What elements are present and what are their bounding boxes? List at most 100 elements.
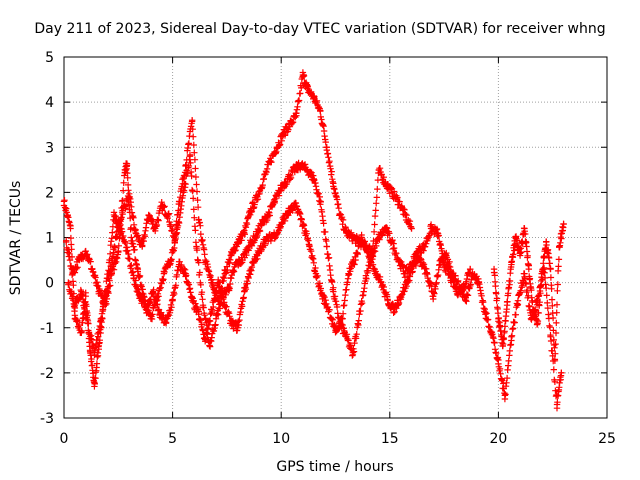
data-point bbox=[310, 94, 317, 101]
data-point bbox=[456, 283, 463, 291]
data-point bbox=[245, 243, 252, 250]
data-point bbox=[349, 351, 357, 359]
data-point bbox=[421, 243, 428, 250]
data-point bbox=[408, 225, 415, 232]
data-point bbox=[97, 315, 105, 322]
data-point bbox=[91, 383, 98, 390]
data-point bbox=[514, 297, 522, 304]
data-point bbox=[534, 320, 541, 327]
data-point bbox=[560, 220, 567, 228]
data-point bbox=[401, 270, 409, 277]
marker-path-track-a bbox=[60, 69, 415, 388]
data-point bbox=[338, 315, 346, 322]
data-point bbox=[156, 311, 163, 318]
data-point bbox=[286, 207, 294, 214]
data-point bbox=[158, 202, 165, 210]
series-track-d bbox=[490, 220, 567, 364]
data-point bbox=[95, 288, 102, 295]
data-point bbox=[449, 270, 456, 277]
data-point bbox=[71, 301, 79, 309]
data-point bbox=[434, 229, 441, 237]
data-point bbox=[117, 225, 124, 232]
data-point bbox=[95, 342, 102, 349]
data-point bbox=[417, 256, 424, 264]
data-markers bbox=[60, 69, 567, 412]
data-point bbox=[508, 333, 515, 340]
x-tick-label: 20 bbox=[489, 431, 507, 447]
data-point bbox=[65, 279, 72, 286]
data-point bbox=[136, 292, 144, 300]
data-point bbox=[343, 229, 350, 237]
data-point bbox=[130, 274, 137, 282]
data-point bbox=[199, 301, 207, 309]
chart-title: Day 211 of 2023, Sidereal Day-to-day VTE… bbox=[34, 21, 605, 37]
data-point bbox=[306, 243, 313, 250]
data-point bbox=[186, 153, 194, 160]
data-point bbox=[553, 401, 561, 408]
data-point bbox=[89, 265, 96, 273]
data-point bbox=[488, 329, 496, 336]
y-tick-label: 2 bbox=[45, 185, 54, 201]
data-point bbox=[529, 306, 537, 313]
data-point bbox=[149, 288, 157, 295]
data-point bbox=[91, 351, 98, 359]
data-point bbox=[138, 243, 146, 250]
data-point bbox=[147, 315, 155, 322]
data-point bbox=[423, 270, 430, 277]
data-point bbox=[121, 166, 129, 174]
data-point bbox=[280, 130, 287, 137]
data-point bbox=[134, 265, 142, 273]
data-point bbox=[182, 270, 189, 277]
data-point bbox=[499, 342, 506, 349]
data-point bbox=[390, 306, 398, 313]
data-point bbox=[208, 279, 215, 286]
data-point bbox=[516, 252, 524, 259]
data-point bbox=[427, 225, 435, 232]
data-point bbox=[215, 279, 222, 286]
data-point bbox=[188, 297, 196, 304]
data-point bbox=[332, 329, 339, 336]
data-point bbox=[312, 270, 320, 277]
data-point bbox=[232, 261, 239, 268]
data-point bbox=[247, 265, 254, 273]
x-tick-label: 5 bbox=[168, 431, 177, 447]
data-point bbox=[558, 369, 565, 377]
data-point bbox=[201, 338, 209, 345]
marker-path-track-c bbox=[65, 199, 565, 412]
data-point bbox=[375, 234, 383, 241]
data-point bbox=[323, 144, 331, 151]
data-point bbox=[317, 107, 324, 115]
data-point bbox=[403, 279, 411, 286]
data-point bbox=[145, 211, 152, 219]
data-point bbox=[267, 157, 274, 164]
data-point bbox=[260, 238, 268, 246]
data-point bbox=[395, 256, 402, 264]
series-track-c bbox=[65, 199, 565, 412]
data-point bbox=[475, 279, 483, 286]
data-point bbox=[228, 320, 235, 327]
data-point bbox=[382, 180, 389, 187]
data-point bbox=[336, 211, 344, 219]
data-point bbox=[260, 175, 268, 183]
data-point bbox=[297, 162, 304, 169]
data-point bbox=[160, 270, 168, 277]
data-point bbox=[293, 202, 300, 210]
y-axis-label: SDTVAR / TECUs bbox=[8, 181, 24, 296]
data-point bbox=[225, 283, 233, 291]
data-point bbox=[395, 198, 402, 205]
data-point bbox=[414, 247, 422, 255]
data-point bbox=[180, 189, 187, 196]
data-point bbox=[193, 243, 200, 250]
data-point bbox=[273, 144, 281, 151]
data-point bbox=[345, 270, 352, 277]
data-point bbox=[173, 229, 181, 237]
data-point bbox=[78, 329, 85, 336]
data-point bbox=[512, 234, 519, 241]
data-point bbox=[291, 166, 298, 174]
data-point bbox=[330, 288, 337, 295]
data-point bbox=[384, 297, 391, 304]
data-point bbox=[76, 256, 83, 264]
data-point bbox=[212, 315, 220, 322]
data-point bbox=[165, 211, 172, 219]
data-point bbox=[501, 392, 509, 399]
